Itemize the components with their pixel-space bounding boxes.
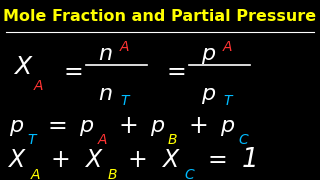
Text: +: +: [118, 114, 138, 138]
Text: X: X: [85, 148, 101, 172]
Text: p: p: [150, 116, 164, 136]
Text: =: =: [208, 148, 228, 172]
Text: T: T: [223, 94, 231, 108]
Text: X: X: [8, 148, 24, 172]
Text: p: p: [201, 44, 215, 64]
Text: A: A: [30, 168, 40, 180]
Text: A: A: [222, 40, 232, 54]
Text: X: X: [162, 148, 178, 172]
Text: B: B: [168, 133, 178, 147]
Text: +: +: [188, 114, 208, 138]
Text: X: X: [14, 55, 31, 79]
Text: T: T: [28, 133, 36, 147]
Text: C: C: [238, 133, 248, 147]
Text: =: =: [64, 60, 84, 84]
Text: +: +: [128, 148, 148, 172]
Text: p: p: [201, 84, 215, 104]
Text: A: A: [120, 40, 130, 54]
Text: =: =: [166, 60, 186, 84]
Text: =: =: [48, 114, 68, 138]
Text: p: p: [9, 116, 23, 136]
Text: 1: 1: [241, 147, 258, 173]
Text: n: n: [99, 84, 113, 104]
Text: B: B: [107, 168, 117, 180]
Text: C: C: [184, 168, 194, 180]
Text: n: n: [99, 44, 113, 64]
Text: p: p: [220, 116, 234, 136]
Text: +: +: [51, 148, 71, 172]
Text: Mole Fraction and Partial Pressure: Mole Fraction and Partial Pressure: [4, 9, 316, 24]
Text: p: p: [79, 116, 93, 136]
Text: T: T: [121, 94, 129, 108]
Text: A: A: [34, 79, 43, 93]
Text: A: A: [98, 133, 107, 147]
